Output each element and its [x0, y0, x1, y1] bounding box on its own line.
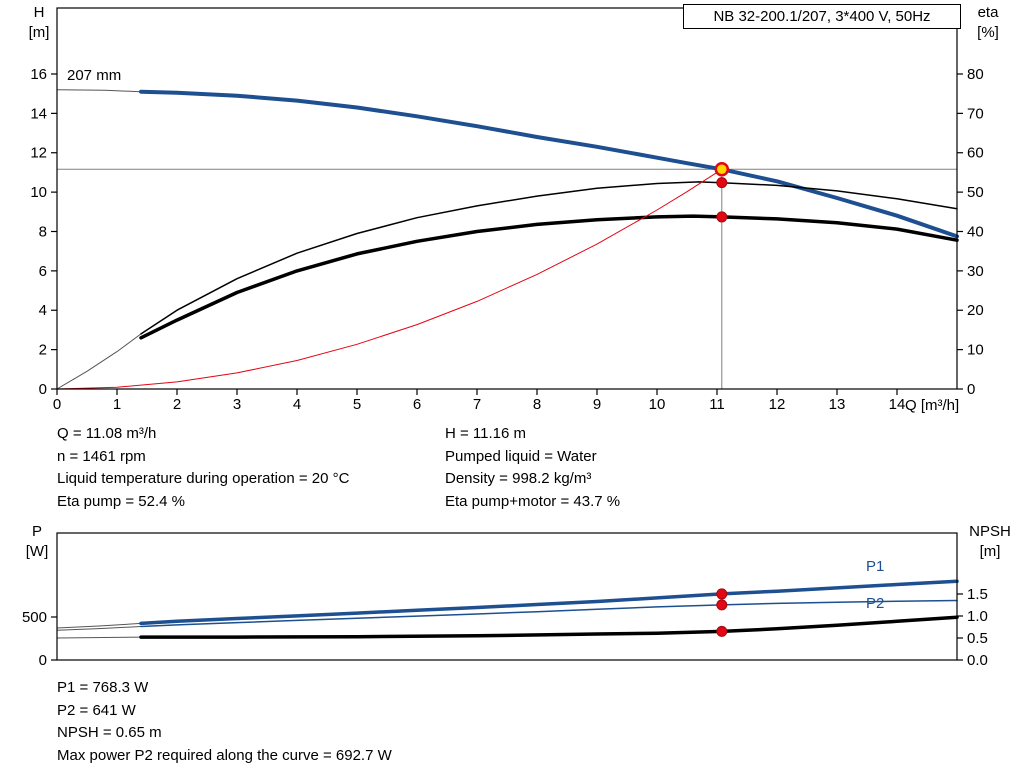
left-tick-label: 10	[30, 184, 47, 201]
right-tick-label: 0	[967, 381, 975, 398]
x-tick-label: 5	[353, 396, 361, 413]
left-tick-label: 14	[30, 105, 47, 122]
series-eta-pump-curve	[140, 181, 958, 335]
readout-liquid-temperature: Liquid temperature during operation = 20…	[57, 470, 350, 487]
readout-speed: n = 1461 rpm	[57, 447, 146, 465]
series-p2-leadin	[56, 626, 142, 631]
left-tick-label: 4	[39, 302, 47, 319]
eta-axis-unit: [%]	[977, 24, 999, 41]
p2-curve-label: P2	[866, 595, 885, 612]
x-tick-label: 8	[533, 396, 541, 413]
right-tick-label: 0.0	[967, 652, 988, 669]
npsh-axis-name: NPSH	[969, 523, 1011, 540]
p1-curve-label: P1	[866, 558, 885, 575]
duty-point-marker	[714, 162, 730, 177]
right-tick-label: 20	[967, 302, 984, 319]
x-tick-label: 7	[473, 396, 481, 413]
head-axis-unit-label: H [m]	[22, 3, 56, 43]
x-tick-label: 6	[413, 396, 421, 413]
x-tick-label: 0	[53, 396, 61, 413]
impeller-diameter-label: 207 mm	[67, 67, 122, 84]
readout-eta-pump: Eta pump = 52.4 %	[57, 492, 185, 510]
left-tick-label: 8	[39, 223, 47, 240]
p1-duty-marker	[716, 588, 728, 600]
head-axis-unit: [m]	[28, 24, 50, 41]
right-tick-label: 50	[967, 184, 984, 201]
x-tick-label: 14	[889, 396, 906, 413]
power-axis-name: P	[31, 523, 42, 540]
duty-readout-right-column: H = 11.16 m Pumped liquid = Water Densit…	[445, 423, 620, 513]
left-tick-label: 0	[39, 652, 47, 669]
p2-duty-marker	[716, 599, 728, 611]
readout-max-power: Max power P2 required along the curve = …	[57, 746, 392, 764]
x-tick-label: 13	[829, 396, 846, 413]
left-tick-label: 2	[39, 342, 47, 359]
readout-p1: P1 = 768.3 W	[57, 679, 149, 696]
right-tick-label: 0.5	[967, 630, 988, 647]
power-axis-unit-label: P [W]	[20, 522, 54, 562]
npsh-axis-unit-label: NPSH [m]	[964, 522, 1016, 562]
readout-p2: P2 = 641 W	[57, 701, 136, 719]
eta-motor-duty-marker	[716, 211, 728, 223]
flow-axis-label: Q [m³/h]	[905, 397, 960, 414]
x-tick-label: 4	[293, 396, 301, 413]
series-eta-pump-motor-curve	[139, 214, 959, 340]
series-system-curve	[56, 168, 723, 390]
series-head-leadin	[56, 89, 142, 93]
left-tick-label: 12	[30, 145, 47, 162]
pump-designation-box: NB 32-200.1/207, 3*400 V, 50Hz	[683, 4, 961, 29]
x-tick-label: 2	[173, 396, 181, 413]
series-eta-pump-leadin	[56, 333, 142, 390]
series-p1-leadin	[56, 622, 142, 629]
right-tick-label: 70	[967, 105, 984, 122]
readout-flow: Q = 11.08 m³/h	[57, 425, 157, 442]
left-tick-label: 0	[39, 381, 47, 398]
left-tick-label: 6	[39, 263, 47, 280]
chart-1: 0 500 0.0 0.5 1.0 1.5	[22, 532, 988, 669]
eta-axis-unit-label: eta [%]	[968, 3, 1008, 43]
x-tick-label: 12	[769, 396, 786, 413]
right-tick-label: 1.5	[967, 586, 988, 603]
power-readout-column: P1 = 768.3 W P2 = 641 W NPSH = 0.65 m Ma…	[57, 677, 392, 767]
x-tick-label: 10	[649, 396, 666, 413]
right-tick-label: 40	[967, 223, 984, 240]
eta-axis-name: eta	[977, 4, 999, 21]
readout-npsh: NPSH = 0.65 m	[57, 724, 162, 741]
left-tick-label: 500	[22, 609, 47, 626]
series-npsh-curve	[139, 615, 959, 639]
readout-pumped-liquid: Pumped liquid = Water	[445, 447, 597, 465]
right-tick-label: 30	[967, 263, 984, 280]
series-npsh-leadin	[56, 636, 142, 639]
npsh-duty-marker	[716, 625, 728, 637]
right-tick-label: 80	[967, 66, 984, 83]
power-axis-unit: [W]	[25, 543, 49, 560]
head-axis-name: H	[33, 4, 45, 21]
npsh-axis-unit: [m]	[979, 543, 1001, 560]
x-tick-label: 11	[709, 396, 725, 413]
readout-density: Density = 998.2 kg/m³	[445, 470, 592, 487]
right-tick-label: 1.0	[967, 608, 988, 625]
readout-eta-pump-motor: Eta pump+motor = 43.7 %	[445, 492, 621, 510]
right-tick-label: 60	[967, 145, 984, 162]
left-tick-label: 16	[30, 66, 47, 83]
plot-border	[56, 532, 958, 661]
series-p1-curve	[139, 579, 959, 626]
eta-pump-duty-marker	[716, 177, 728, 189]
series-p2-curve	[140, 599, 958, 628]
plot-border	[56, 7, 958, 390]
x-tick-label: 9	[593, 396, 601, 413]
readout-head: H = 11.16 m	[445, 425, 527, 442]
right-tick-label: 10	[967, 342, 984, 359]
x-tick-label: 3	[233, 396, 241, 413]
x-tick-label: 1	[113, 396, 121, 413]
series-head-curve	[139, 89, 959, 239]
duty-readout-left-column: Q = 11.08 m³/h n = 1461 rpm Liquid tempe…	[57, 423, 349, 513]
